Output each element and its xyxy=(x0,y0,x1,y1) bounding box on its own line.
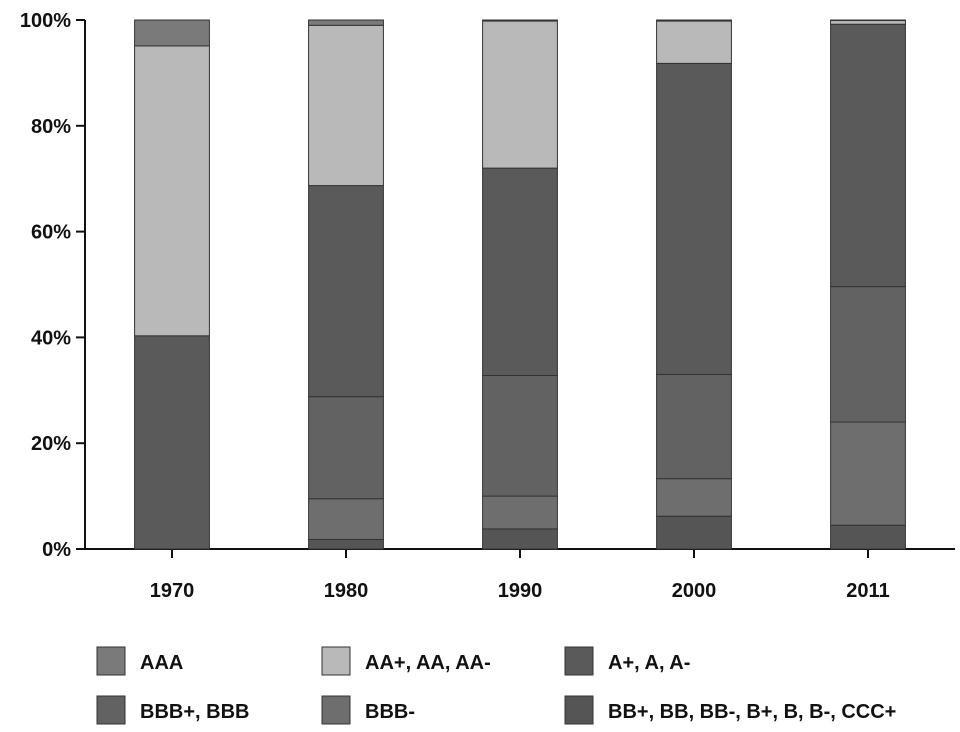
bar-segment-0 xyxy=(656,515,732,550)
x-tick-label: 1980 xyxy=(324,580,369,602)
legend-swatch xyxy=(321,695,351,725)
bar-stack-2011 xyxy=(830,19,906,550)
legend-label: AA+, AA, AA- xyxy=(365,652,491,674)
legend-swatch xyxy=(96,646,126,676)
bar-segment-3 xyxy=(134,335,210,550)
bar-segment-1 xyxy=(482,495,558,530)
bar-segment-3 xyxy=(308,185,384,398)
bar-segment-5 xyxy=(656,19,732,22)
bars xyxy=(134,19,906,550)
bar-segment-3 xyxy=(830,23,906,288)
bar-segment-5 xyxy=(830,19,906,22)
x-axis: 1970 1980 1990 2000 2011 xyxy=(85,548,955,602)
bar-segment-1 xyxy=(830,421,906,526)
bar-stack-2000 xyxy=(656,19,732,550)
y-tick-label: 100% xyxy=(20,10,71,32)
bar-segment-2 xyxy=(656,373,732,480)
bar-segment-0 xyxy=(482,528,558,550)
bar-segment-0 xyxy=(830,524,906,550)
bar-segment-4 xyxy=(134,45,210,337)
bar-segment-4 xyxy=(656,20,732,64)
bar-segment-4 xyxy=(482,20,558,169)
bar-stack-1990 xyxy=(482,19,558,550)
y-tick-label: 80% xyxy=(31,116,71,138)
bar-stack-1970 xyxy=(134,19,210,550)
legend-swatch xyxy=(564,646,594,676)
legend-swatch xyxy=(564,695,594,725)
y-tick-label: 20% xyxy=(31,433,71,455)
legend-item: BBB+, BBB xyxy=(96,695,249,725)
legend-label: BBB+, BBB xyxy=(140,701,249,723)
y-tick-label: 60% xyxy=(31,222,71,244)
y-axis: 0% 20% 40% 60% 80% 100% xyxy=(20,10,86,561)
legend-label: BB+, BB, BB-, B+, B, B-, CCC+ xyxy=(608,701,896,723)
legend-item: A+, A, A- xyxy=(564,646,690,676)
bar-segment-4 xyxy=(308,24,384,187)
x-tick-label: 1990 xyxy=(498,580,543,602)
legend-label: AAA xyxy=(140,652,183,674)
legend-label: BBB- xyxy=(365,701,415,723)
legend-item: BBB- xyxy=(321,695,415,725)
x-tick-label: 1970 xyxy=(150,580,195,602)
legend-label: A+, A, A- xyxy=(608,652,690,674)
legend-swatch xyxy=(321,646,351,676)
x-tick-label: 2011 xyxy=(846,580,889,602)
legend-swatch xyxy=(96,695,126,725)
legend-item: AAA xyxy=(96,646,183,676)
x-tick-label: 2000 xyxy=(672,580,717,602)
bar-segment-3 xyxy=(656,62,732,375)
bar-segment-5 xyxy=(482,19,558,22)
bar-segment-1 xyxy=(308,498,384,540)
y-tick-label: 40% xyxy=(31,327,71,349)
y-tick-label: 0% xyxy=(42,539,71,561)
bar-segment-5 xyxy=(134,19,210,47)
bar-segment-4 xyxy=(830,20,906,25)
bar-segment-0 xyxy=(308,538,384,550)
legend: AAA AA+, AA, AA- A+, A, A- BBB+, BBB BBB- BB+… xyxy=(96,646,896,725)
bar-segment-5 xyxy=(308,19,384,26)
bar-segment-2 xyxy=(830,286,906,423)
bar-segment-1 xyxy=(656,478,732,517)
bar-stack-1980 xyxy=(308,19,384,550)
legend-item: AA+, AA, AA- xyxy=(321,646,491,676)
bar-segment-3 xyxy=(482,167,558,376)
bar-segment-2 xyxy=(308,396,384,500)
bar-segment-2 xyxy=(482,374,558,497)
legend-item: BB+, BB, BB-, B+, B, B-, CCC+ xyxy=(564,695,896,725)
